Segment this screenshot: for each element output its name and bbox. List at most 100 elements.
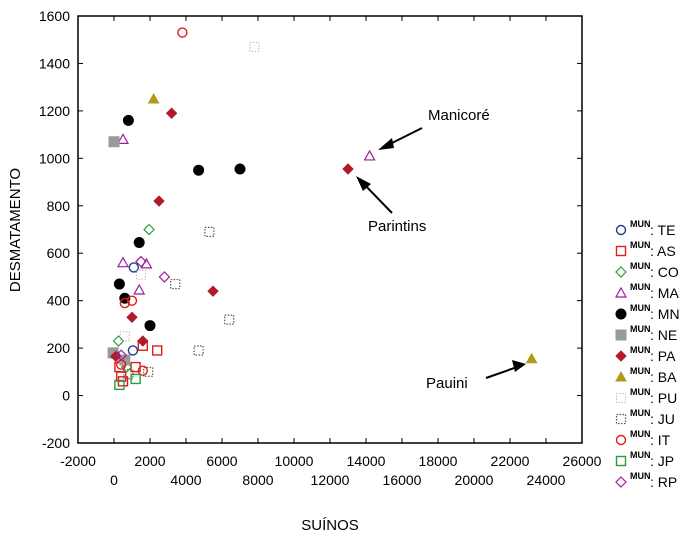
annotation-pauini: Pauini [426,360,526,392]
data-point [234,163,246,175]
annotation-parintins: Parintins [356,176,426,235]
data-point [525,352,538,364]
data-point [144,320,156,332]
legend-label: : MN [650,306,680,322]
data-point [143,366,154,377]
data-point [193,164,205,176]
legend-marker [615,245,627,257]
data-point [151,345,163,356]
y-axis-title: DESMATAMENTO [7,168,24,292]
data-point [170,278,181,290]
data-point [137,365,149,376]
legend-marker [615,476,627,488]
data-point [116,133,130,144]
legend-prefix: MUN [630,240,651,250]
legend-prefix: MUN [630,345,651,355]
data-point [113,278,125,290]
data-point [133,237,145,249]
data-point [117,376,129,387]
legend-marker [615,329,627,341]
data-point [147,92,160,104]
legend-prefix: MUN [630,387,651,397]
x-tick-label: 26000 [563,453,602,469]
x-tick-label: 2000 [134,453,165,469]
legend-label: : PU [650,390,677,406]
x-tick-label: 22000 [491,453,530,469]
legend-marker [615,434,627,446]
x-tick-label: 18000 [419,453,458,469]
y-tick-label: 0 [62,388,70,404]
data-point [136,269,146,280]
annotation-pauini-label: Pauini [426,375,468,392]
legend-label: : CO [650,264,679,280]
annotation-manicore-label: Manicoré [428,107,490,124]
data-point [130,373,141,385]
legend-label: : NE [650,327,677,343]
y-tick-label: 800 [47,198,71,214]
legend-prefix: MUN [630,324,651,334]
legend-prefix: MUN [630,366,651,376]
data-point [165,107,178,119]
data-point [112,335,125,347]
legend-marker [615,266,627,278]
legend-prefix: MUN [630,429,651,439]
data-point [204,226,215,237]
annotation-manicore: Manicoré [378,107,490,150]
data-point [116,256,130,268]
y-tick-label: 1400 [39,55,70,71]
data-point [115,349,128,362]
legend-label: : JP [650,453,674,469]
annotation-parintins-arrowhead [356,176,371,191]
legend-marker [615,455,627,467]
data-point [158,271,171,283]
data-point [122,114,134,126]
x-axis-title: SUÍNOS [301,517,359,534]
data-point [224,314,235,325]
legend-prefix: MUN [630,303,651,313]
legend-marker [615,413,627,425]
data-point [207,285,219,297]
legend-marker [614,286,628,298]
annotation-pauini-arrowhead [512,360,526,372]
data-point [119,297,131,309]
legend-prefix: MUN [630,450,651,460]
x-tick-label: 14000 [347,453,386,469]
x-tick-label: -2000 [60,453,96,469]
legend-label: : BA [650,369,677,385]
legend-marker [615,370,627,382]
x-tick-label: 10000 [275,453,314,469]
legend-prefix: MUN [630,219,651,229]
data-point [137,335,149,347]
x-tick-label: 4000 [170,472,201,488]
data-point [128,262,140,273]
data-point [249,41,260,52]
data-point [177,27,188,38]
x-tick-label: 8000 [242,472,273,488]
x-tick-label: 0 [110,472,118,488]
data-point [363,149,376,161]
legend-label: : TE [650,222,675,238]
data-point [153,195,165,207]
legend-label: : AS [650,243,676,259]
legend-marker [615,350,627,362]
y-tick-label: 1600 [39,8,70,24]
data-point [127,345,139,356]
data-point [143,223,155,236]
annotation-parintins-label: Parintins [368,218,426,235]
x-tick-label: 6000 [206,453,237,469]
data-point [140,257,153,269]
legend-prefix: MUN [630,261,651,271]
legend-prefix: MUN [630,282,651,292]
x-tick-label: 24000 [527,472,566,488]
data-point [126,311,138,323]
x-tick-label: 20000 [455,472,494,488]
legend-prefix: MUN [630,471,651,481]
data-point [133,283,146,295]
annotation-manicore-arrowhead [378,138,394,150]
data-points [107,27,538,391]
legend-label: : PA [650,348,676,364]
x-tick-label: 12000 [311,472,350,488]
legend-prefix: MUN [630,408,651,418]
